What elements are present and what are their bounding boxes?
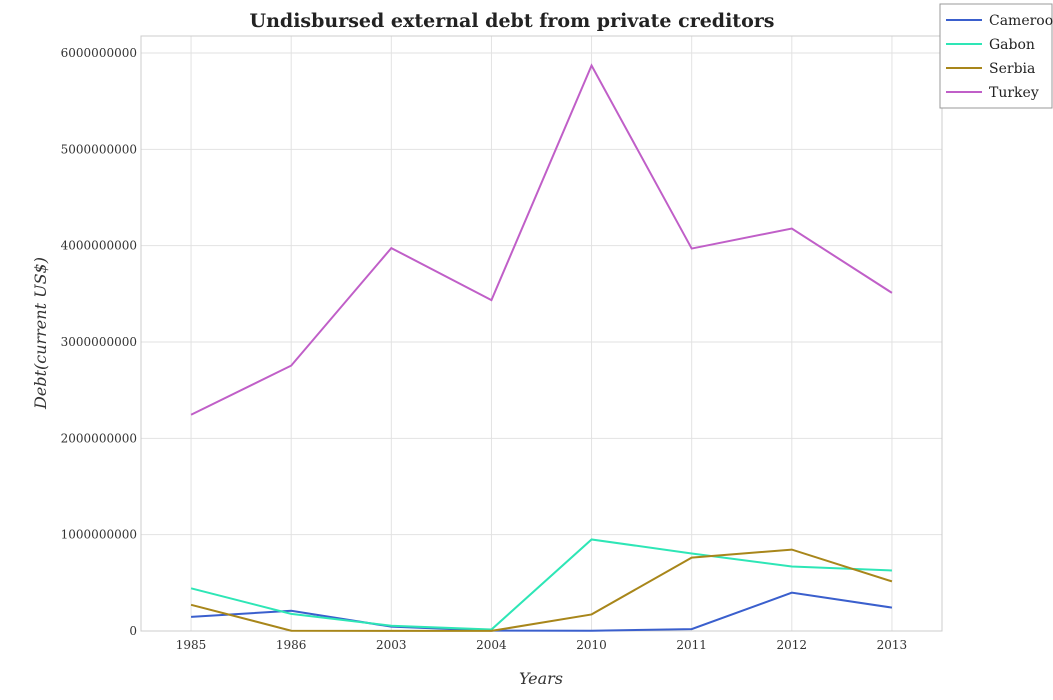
legend-label-serbia: Serbia — [989, 61, 1035, 77]
series-line-serbia — [190, 548, 893, 632]
y-tick-label: 6000000000 — [61, 46, 137, 60]
series-line-gabon — [190, 538, 892, 631]
x-axis-ticks: 1985 1986 2003 2004 2010 2011 2012 2013 — [176, 638, 907, 652]
series-line-turkey — [190, 63, 893, 416]
x-tick-label: 2003 — [376, 638, 407, 652]
x-tick-label: 2012 — [777, 638, 808, 652]
y-tick-label: 4000000000 — [61, 239, 137, 253]
x-tick-label: 2010 — [576, 638, 607, 652]
chart-title: Undisbursed external debt from private c… — [250, 10, 775, 32]
x-tick-label: 2013 — [877, 638, 908, 652]
legend-label-turkey: Turkey — [989, 85, 1039, 101]
y-axis-label: Debt(current US$) — [31, 257, 50, 410]
grid — [141, 36, 942, 632]
y-tick-label: 5000000000 — [61, 142, 137, 156]
y-tick-label: 0 — [129, 624, 137, 638]
plot-area — [140, 35, 943, 632]
legend: Cameroon Gabon Serbia Turkey — [939, 3, 1053, 109]
x-tick-label: 2011 — [676, 638, 707, 652]
y-tick-label: 2000000000 — [61, 431, 137, 445]
series-lines — [190, 63, 893, 632]
x-tick-label: 1986 — [276, 638, 307, 652]
y-tick-label: 3000000000 — [61, 335, 137, 349]
series-line-cameroon — [191, 591, 893, 632]
x-axis-label: Years — [519, 669, 563, 688]
legend-label-gabon: Gabon — [989, 37, 1035, 53]
y-tick-label: 1000000000 — [61, 528, 137, 542]
y-axis-ticks: 0 1000000000 2000000000 3000000000 400000000… — [61, 46, 137, 638]
x-tick-label: 2004 — [476, 638, 507, 652]
legend-label-cameroon: Cameroon — [989, 13, 1053, 29]
legend-box — [939, 3, 1053, 109]
x-tick-label: 1985 — [176, 638, 207, 652]
